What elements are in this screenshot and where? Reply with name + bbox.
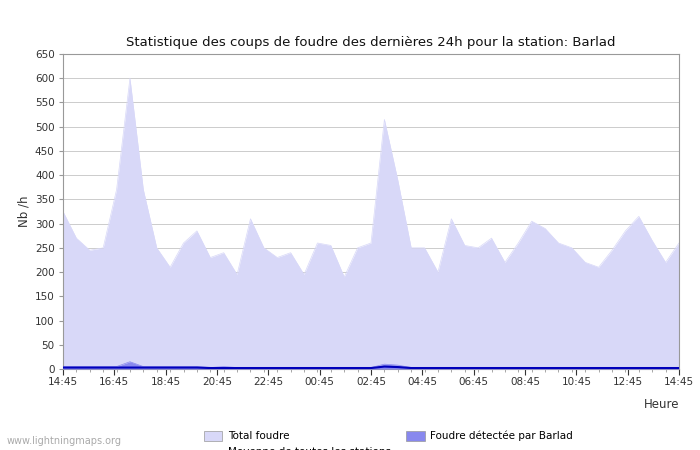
Legend: Total foudre, Moyenne de toutes les stations, Foudre détectée par Barlad: Total foudre, Moyenne de toutes les stat… [204, 431, 573, 450]
Text: Heure: Heure [643, 398, 679, 411]
Y-axis label: Nb /h: Nb /h [18, 196, 31, 227]
Title: Statistique des coups de foudre des dernières 24h pour la station: Barlad: Statistique des coups de foudre des dern… [126, 36, 616, 49]
Text: www.lightningmaps.org: www.lightningmaps.org [7, 436, 122, 446]
